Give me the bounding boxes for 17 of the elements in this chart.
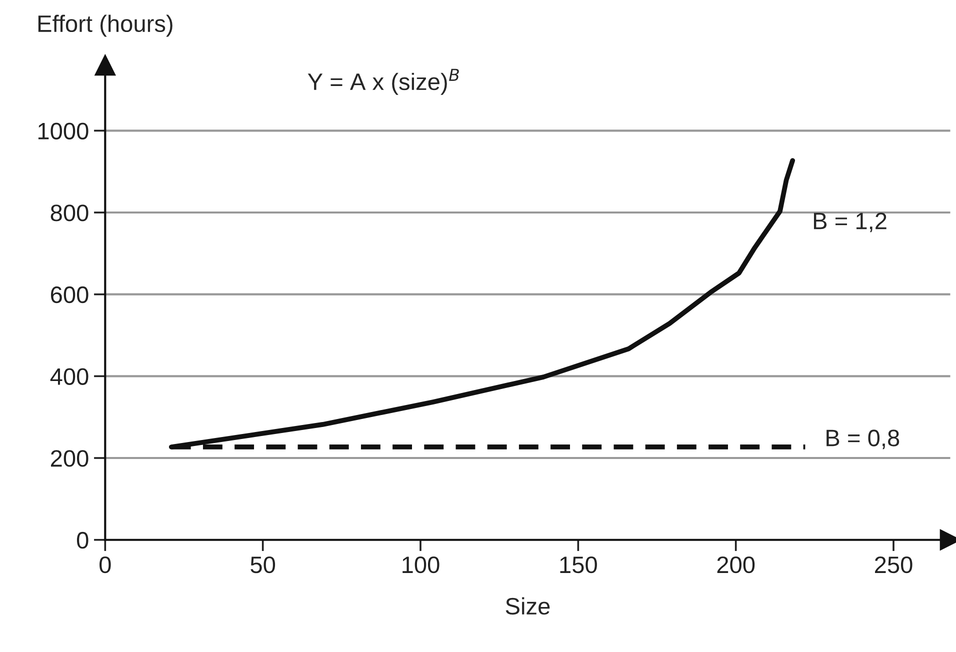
y-tick-label: 1000 bbox=[38, 122, 88, 140]
y-tick-label: 0 bbox=[76, 532, 88, 549]
y-tick-label: 600 bbox=[50, 286, 88, 304]
x-tick-label: 0 bbox=[100, 556, 111, 574]
x-tick-label: 200 bbox=[717, 556, 755, 574]
y-tick-label: 200 bbox=[50, 450, 88, 467]
x-tick-label: 100 bbox=[402, 556, 440, 574]
x-tick-label: 250 bbox=[874, 556, 912, 574]
x-tick-label: 50 bbox=[250, 556, 276, 574]
x-axis-title: Size bbox=[506, 597, 550, 615]
series-label: B = 1,2 bbox=[814, 212, 886, 232]
series-label: B = 0,8 bbox=[826, 430, 900, 450]
y-axis-title: Effort (hours) bbox=[38, 14, 172, 37]
chart-title: Y = A x (size)$^{B}$ bbox=[308, 68, 459, 95]
y-tick-label: 400 bbox=[50, 368, 88, 385]
x-tick-label: 150 bbox=[560, 556, 597, 574]
y-tick-label: 800 bbox=[50, 204, 88, 222]
